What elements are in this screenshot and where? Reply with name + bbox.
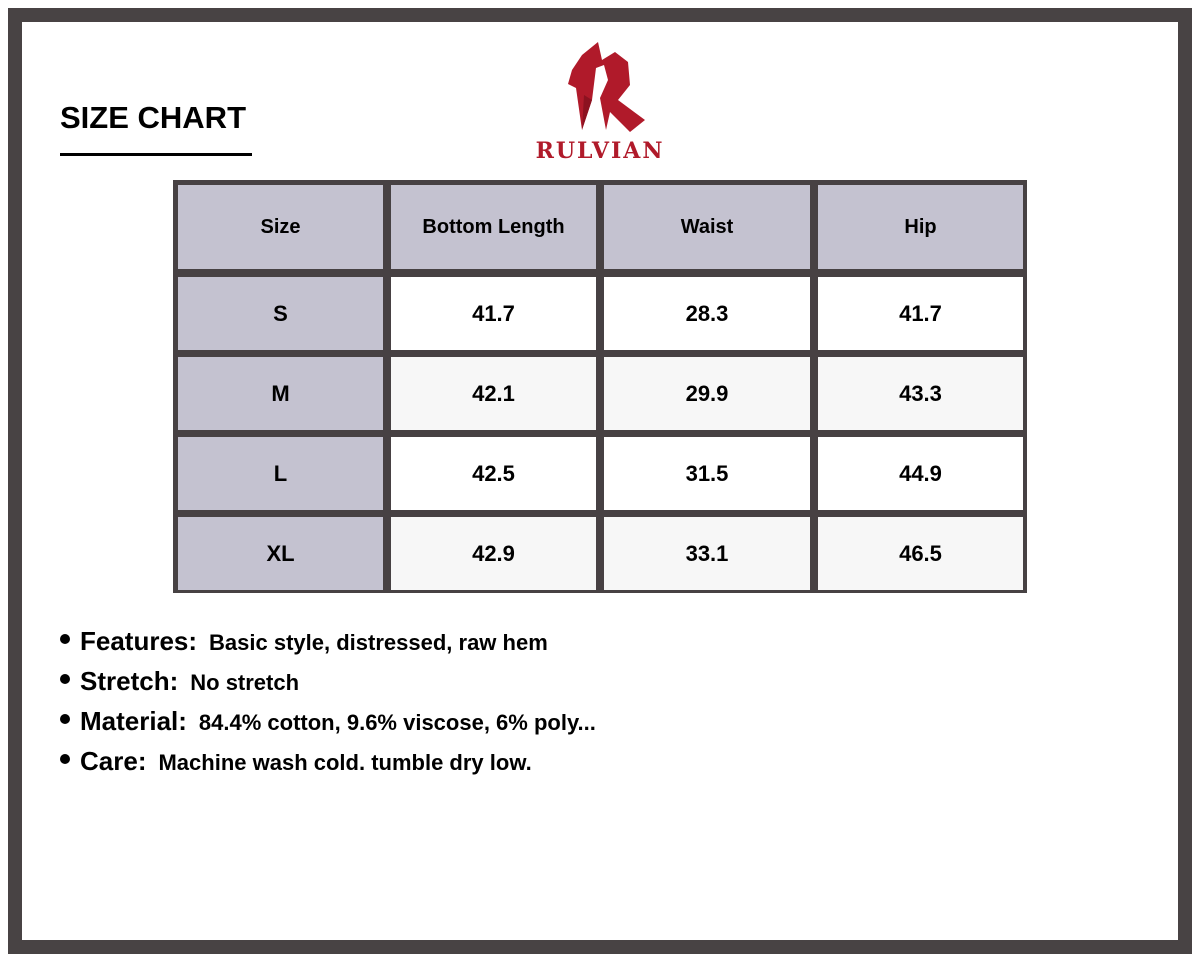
column-header: Hip [818, 185, 1023, 269]
table-cell: 33.1 [604, 517, 810, 590]
notes-list: Features: Basic style, distressed, raw he… [60, 626, 596, 786]
table-cell: 42.9 [391, 517, 596, 590]
note-text: Basic style, distressed, raw hem [209, 630, 548, 655]
note-text: Machine wash cold. tumble dry low. [158, 750, 532, 775]
note-text: No stretch [190, 670, 300, 695]
table-cell: 41.7 [391, 277, 596, 350]
brand-logo-icon [568, 42, 645, 132]
note-text: 84.4% cotton, 9.6% viscose, 6% poly... [198, 710, 596, 735]
table-cell: 41.7 [818, 277, 1023, 350]
brand-name: RULVIAN [535, 138, 665, 164]
page-title: SIZE CHART [60, 100, 246, 135]
size-table: Size Bottom Length Waist Hip S 41.7 28.3 41.7 M 4… [173, 180, 1027, 593]
table-cell: 42.5 [391, 437, 596, 510]
table-cell: 28.3 [604, 277, 810, 350]
note-item: Stretch: No stretch [60, 666, 596, 706]
note-item: Material: 84.4% cotton, 9.6% viscose, 6% … [60, 706, 596, 746]
bullet-icon [60, 754, 70, 764]
column-header: Bottom Length [391, 185, 596, 269]
note-label: Material: [80, 706, 187, 736]
size-label: L [178, 437, 383, 510]
table-cell: 29.9 [604, 357, 810, 430]
table-cell: 44.9 [818, 437, 1023, 510]
bullet-icon [60, 634, 70, 644]
note-label: Care: [80, 746, 147, 776]
note-item: Care: Machine wash cold. tumble dry low. [60, 746, 596, 786]
note-label: Stretch: [80, 666, 179, 696]
bullet-icon [60, 674, 70, 684]
column-header: Waist [604, 185, 810, 269]
column-header: Size [178, 185, 383, 269]
table-cell: 43.3 [818, 357, 1023, 430]
table-cell: 46.5 [818, 517, 1023, 590]
note-item: Features: Basic style, distressed, raw he… [60, 626, 596, 666]
title-underline [60, 153, 252, 156]
table-cell: 31.5 [604, 437, 810, 510]
note-label: Features: [80, 626, 198, 656]
table-cell: 42.1 [391, 357, 596, 430]
size-label: XL [178, 517, 383, 590]
size-label: S [178, 277, 383, 350]
size-label: M [178, 357, 383, 430]
bullet-icon [60, 714, 70, 724]
